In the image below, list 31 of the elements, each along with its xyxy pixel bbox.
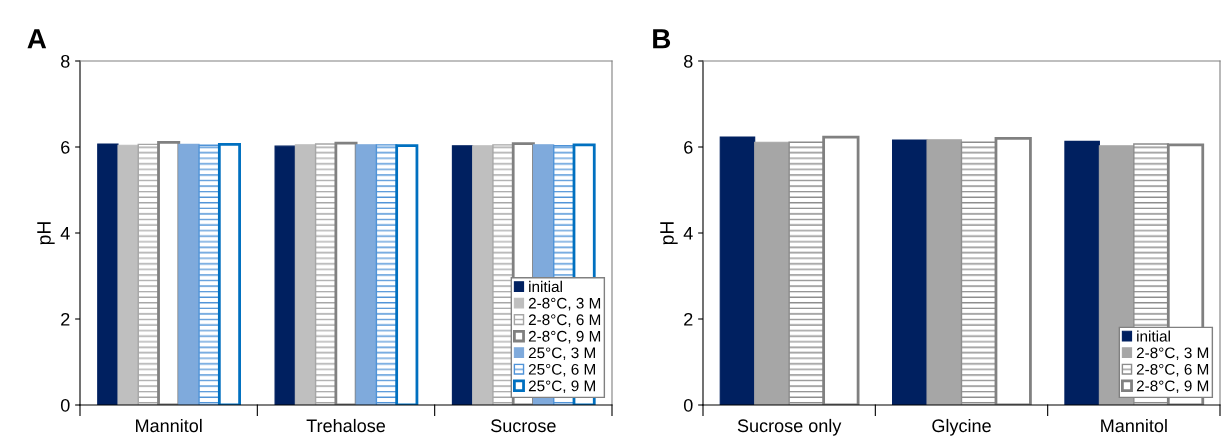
legend-label: 2-8°C, 3 M [1136, 347, 1209, 361]
chart-title: B [653, 29, 671, 49]
x-tick-label: Trehalose [306, 418, 386, 433]
x-tick-label: Glycine [932, 418, 991, 436]
y-tick-label: 8 [684, 54, 693, 68]
legend-label: 2-8°C, 6 M [528, 314, 601, 327]
y-axis-title: pH [37, 222, 55, 245]
x-tick-label: Mannitol [1101, 418, 1167, 433]
legend-label: 25°C, 6 M [528, 363, 595, 377]
legend-label: 2-8°C, 9 M [528, 330, 601, 344]
legend-label: 25°C, 3 M [528, 347, 595, 361]
legend-label: initial [1137, 330, 1170, 342]
legend-label: 25°C, 9 M [528, 380, 595, 394]
y-tick-label: 0 [683, 398, 693, 412]
chart-title: A [27, 29, 47, 49]
y-tick-label: 4 [683, 227, 693, 240]
legend-label: 2-8°C, 9 M [1136, 380, 1209, 394]
legend-label: initial [529, 280, 562, 293]
y-tick-label: 2 [61, 312, 70, 326]
y-tick-label: 4 [60, 227, 70, 240]
x-tick-label: Mannitol [136, 418, 202, 433]
legend-label: 2-8°C, 6 M [1136, 363, 1209, 377]
x-tick-label: Sucrose [491, 419, 556, 433]
y-axis-title: pH [660, 222, 678, 245]
legend-label: 2-8°C, 3 M [528, 297, 601, 311]
x-tick-label: Sucrose only [737, 418, 842, 436]
y-tick-label: 6 [684, 140, 693, 154]
y-tick-label: 6 [61, 140, 70, 154]
y-tick-label: 8 [61, 54, 70, 68]
y-tick-label: 0 [60, 398, 70, 412]
y-tick-label: 2 [684, 312, 693, 326]
